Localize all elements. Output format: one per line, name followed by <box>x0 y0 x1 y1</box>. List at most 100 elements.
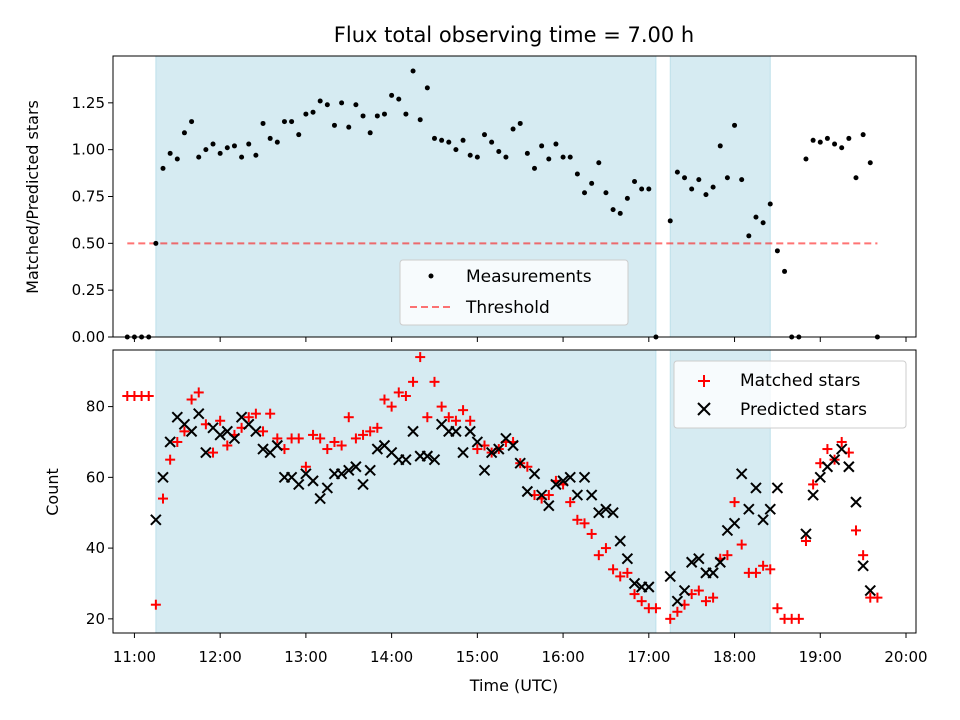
measurement-point <box>381 111 387 117</box>
legend-measurements-label: Measurements <box>466 267 592 287</box>
predicted-star-point <box>535 489 548 501</box>
predicted-star-point <box>357 478 369 491</box>
matched-star-point <box>450 415 461 426</box>
matched-star-point <box>186 394 197 405</box>
matched-star-point <box>850 525 861 536</box>
measurement-point <box>396 96 402 102</box>
matched-star-point <box>222 440 233 451</box>
predicted-star-point <box>621 553 634 565</box>
predicted-star-point <box>185 425 198 438</box>
measurement-point <box>403 111 409 117</box>
measurement-point <box>546 156 552 162</box>
measurement-point <box>231 143 237 149</box>
measurement-point <box>310 109 316 115</box>
predicted-star-point <box>543 499 555 512</box>
measurement-point <box>624 195 630 201</box>
measurement-point <box>817 139 823 145</box>
predicted-star-point <box>678 584 691 597</box>
predicted-star-point <box>407 425 419 438</box>
measurement-point <box>439 137 445 143</box>
measurement-point <box>646 186 652 192</box>
matched-star-point <box>765 564 776 575</box>
matched-star-point <box>372 422 383 433</box>
measurement-point <box>167 150 173 156</box>
matched-star-point <box>836 436 847 447</box>
matched-star-point <box>172 436 183 447</box>
predicted-star-point <box>193 407 205 420</box>
predicted-star-point <box>321 482 334 494</box>
predicted-star-point <box>614 535 626 547</box>
matched-star-point <box>736 539 747 550</box>
predicted-star-point <box>685 556 698 568</box>
predicted-star-point <box>400 453 412 466</box>
matched-star-point <box>243 412 254 423</box>
measurement-point <box>367 130 373 136</box>
predicted-star-point <box>628 577 641 590</box>
measurement-point <box>417 117 423 123</box>
predicted-star-point <box>593 507 605 519</box>
measurement-point <box>181 130 187 136</box>
predicted-star-point <box>671 595 684 607</box>
predicted-star-point <box>214 429 226 441</box>
matched-star-point <box>543 490 554 501</box>
measurement-point <box>346 124 352 130</box>
matched-star-point <box>465 415 476 426</box>
predicted-star-point <box>350 461 362 473</box>
top-plot: 0.00 0.25 0.50 0.75 1.00 1.25 Flux total obse… <box>23 23 917 346</box>
measurement-point <box>217 150 223 156</box>
predicted-star-point <box>257 443 269 455</box>
measurement-point <box>632 179 638 185</box>
x-tick-label: 19:00 <box>799 648 842 666</box>
predicted-star-point <box>800 528 812 540</box>
measurement-point <box>696 177 702 183</box>
legend-predicted-label: Predicted stars <box>740 400 867 420</box>
predicted-star-point <box>528 468 541 480</box>
predicted-star-point <box>514 457 526 469</box>
predicted-star-point <box>371 443 384 455</box>
measurement-point <box>260 120 266 126</box>
matched-star-point <box>458 405 469 416</box>
predicted-star-point <box>693 553 705 565</box>
measurement-point <box>389 92 395 98</box>
bottom-y-ticks: 20 40 60 80 <box>86 398 113 628</box>
matched-star-point <box>415 352 426 363</box>
measurement-point <box>410 68 416 74</box>
measurement-point <box>203 147 209 153</box>
measurement-point <box>281 119 287 125</box>
measurement-point <box>360 113 366 119</box>
matched-star-point <box>143 390 154 401</box>
measurement-point <box>832 141 838 147</box>
matched-star-point <box>586 528 597 539</box>
measurement-point <box>274 139 280 145</box>
predicted-star-point <box>457 446 469 459</box>
matched-star-point <box>336 440 347 451</box>
predicted-star-point <box>571 489 584 501</box>
measurement-point <box>296 132 302 138</box>
y-tick-label: 40 <box>86 539 105 557</box>
y-tick-label: 60 <box>86 468 105 486</box>
matched-star-point <box>729 497 740 508</box>
matched-star-point <box>693 585 704 596</box>
matched-stars-points <box>122 352 883 624</box>
x-tick-label: 17:00 <box>627 648 670 666</box>
matched-star-point <box>858 550 869 561</box>
predicted-star-point <box>578 471 591 484</box>
matched-star-point <box>322 444 333 455</box>
measurement-point <box>774 248 780 254</box>
matched-star-point <box>165 454 176 465</box>
matched-star-point <box>622 567 633 578</box>
matched-star-point <box>208 447 219 458</box>
measurement-point <box>331 122 337 128</box>
predicted-star-point <box>464 425 476 438</box>
measurement-point <box>524 150 530 156</box>
chart-title: Flux total observing time = 7.00 h <box>334 23 694 47</box>
measurement-point <box>610 207 616 213</box>
matched-star-point <box>379 394 390 405</box>
measurement-point <box>317 98 323 104</box>
measurement-point <box>210 141 216 147</box>
matched-star-point <box>193 387 204 398</box>
matched-star-point <box>615 571 626 582</box>
bottom-legend-box <box>673 360 907 429</box>
matched-star-point <box>350 433 361 444</box>
measurement-point <box>239 154 245 160</box>
